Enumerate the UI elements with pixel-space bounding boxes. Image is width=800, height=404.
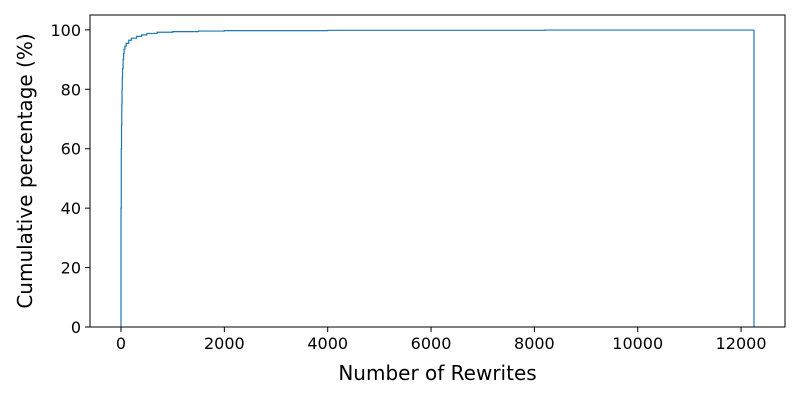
x-axis-label: Number of Rewrites bbox=[338, 361, 536, 385]
y-tick-label: 100 bbox=[50, 21, 81, 40]
y-tick-label: 40 bbox=[61, 199, 81, 218]
cdf-series-line bbox=[120, 29, 755, 327]
y-tick-label: 80 bbox=[61, 80, 81, 99]
y-axis-label: Cumulative percentage (%) bbox=[13, 33, 37, 308]
plot-frame bbox=[89, 14, 786, 328]
x-tick-label: 0 bbox=[116, 334, 126, 353]
y-tick-label: 0 bbox=[71, 318, 81, 337]
x-tick-label: 4000 bbox=[307, 334, 348, 353]
x-tick-label: 10000 bbox=[612, 334, 663, 353]
y-tick-label: 60 bbox=[61, 140, 81, 159]
x-axis-ticks: 0 2000 4000 6000 8000 10000 12000 bbox=[116, 327, 767, 353]
x-tick-label: 2000 bbox=[204, 334, 245, 353]
x-tick-label: 6000 bbox=[411, 334, 452, 353]
x-tick-label: 8000 bbox=[514, 334, 555, 353]
y-axis-ticks: 0 20 40 60 80 100 bbox=[50, 21, 90, 337]
series-layer bbox=[120, 29, 755, 327]
y-tick-label: 20 bbox=[61, 259, 81, 278]
x-tick-label: 12000 bbox=[716, 334, 767, 353]
